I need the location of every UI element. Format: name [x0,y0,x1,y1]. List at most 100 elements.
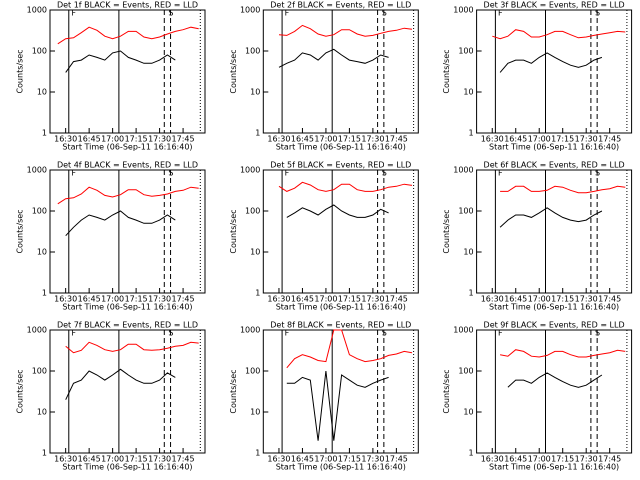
series-line [499,52,603,73]
plot-frame [262,329,419,454]
annotation: F [71,9,76,18]
chart-title: Det 1f BLACK = Events, RED = LLD [57,1,198,10]
chart-title: Det 4f BLACK = Events, RED = LLD [57,161,198,170]
x-tick-label: 17:45 [172,295,195,304]
series-line [57,186,199,205]
y-tick-label: 1000 [453,166,473,175]
annotation: F [285,9,290,18]
y-tick-label: 10 [250,88,260,97]
annotation: F [71,329,76,338]
chart-title: Det 7f BLACK = Events, RED = LLD [57,321,198,330]
annotation: F [498,329,503,338]
x-axis-label: Start Time (06-Sep-11 16:16:40) [62,143,192,152]
y-axis-label: Counts/sec [229,209,238,253]
x-axis-label: Start Time (06-Sep-11 16:16:40) [489,143,619,152]
y-tick-label: 1 [255,129,260,138]
x-tick-label: 17:00 [314,295,337,304]
chart-title: Det 2f BLACK = Events, RED = LLD [270,1,411,10]
series-line [278,48,389,68]
y-tick-label: 1000 [27,326,47,335]
x-tick-label: 17:30 [575,295,598,304]
y-tick-label: 10 [463,88,473,97]
x-axis-label: Start Time (06-Sep-11 16:16:40) [276,303,406,312]
y-tick-label: 10 [463,248,473,257]
x-tick-label: 16:30 [54,295,77,304]
series-line [286,204,389,218]
x-tick-label: 17:30 [148,135,171,144]
series-line [507,372,603,388]
x-tick-label: 17:15 [125,295,148,304]
x-tick-label: 16:30 [267,295,290,304]
y-tick-label: 100 [458,47,473,56]
annotation: F [71,169,76,178]
y-tick-label: 1000 [453,6,473,15]
x-tick-label: 16:30 [54,455,77,464]
series-line [286,329,413,369]
plot-frame [476,329,633,454]
y-tick-label: 100 [245,47,260,56]
x-tick-label: 17:45 [598,295,621,304]
x-tick-label: 17:15 [551,295,574,304]
annotation: S [168,169,173,178]
y-axis-label: Counts/sec [442,209,451,253]
x-tick-label: 16:45 [78,455,101,464]
x-tick-label: 17:30 [361,295,384,304]
x-tick-label: 16:45 [504,455,527,464]
plot-frame [49,9,206,134]
x-tick-label: 17:45 [385,455,408,464]
y-axis-label: Counts/sec [442,49,451,93]
x-tick-label: 16:30 [481,135,504,144]
y-tick-label: 10 [463,408,473,417]
x-tick-label: 17:15 [338,135,361,144]
x-tick-label: 17:15 [338,295,361,304]
y-axis-label: Counts/sec [442,369,451,413]
x-tick-label: 17:15 [551,455,574,464]
y-tick-label: 10 [37,88,47,97]
y-tick-label: 100 [32,47,47,56]
series-line [500,185,626,194]
x-tick-label: 17:45 [598,455,621,464]
plot-frame [49,329,206,454]
y-tick-label: 1 [255,289,260,298]
x-tick-label: 17:45 [598,135,621,144]
x-axis-label: Start Time (06-Sep-11 16:16:40) [489,303,619,312]
x-tick-label: 17:15 [125,135,148,144]
y-tick-label: 1000 [27,6,47,15]
x-tick-label: 17:00 [314,135,337,144]
y-tick-label: 1000 [453,326,473,335]
series-line [65,368,176,400]
y-tick-label: 100 [458,207,473,216]
annotation: S [168,9,173,18]
x-axis-label: Start Time (06-Sep-11 16:16:40) [62,303,192,312]
x-tick-label: 17:00 [314,455,337,464]
y-tick-label: 1 [469,289,474,298]
x-tick-label: 16:45 [78,295,101,304]
annotation: S [168,329,173,338]
chart-title: Det 3f BLACK = Events, RED = LLD [484,1,625,10]
x-tick-label: 17:15 [338,455,361,464]
y-axis-label: Counts/sec [229,49,238,93]
y-tick-label: 10 [37,248,47,257]
x-tick-label: 16:30 [54,135,77,144]
x-tick-label: 16:45 [504,295,527,304]
x-tick-label: 17:30 [575,455,598,464]
x-tick-label: 17:00 [101,455,124,464]
y-tick-label: 1 [42,449,47,458]
x-tick-label: 17:00 [528,295,551,304]
x-tick-label: 16:30 [481,455,504,464]
annotation: F [285,169,290,178]
series-line [286,370,389,441]
series-line [500,349,626,358]
y-tick-label: 100 [32,207,47,216]
chart-title: Det 9f BLACK = Events, RED = LLD [484,321,625,330]
y-tick-label: 1 [469,449,474,458]
y-tick-label: 10 [37,408,47,417]
x-tick-label: 16:45 [504,135,527,144]
chart-title: Det 5f BLACK = Events, RED = LLD [270,161,411,170]
y-tick-label: 1000 [27,166,47,175]
annotation: S [595,329,600,338]
chart-title: Det 6f BLACK = Events, RED = LLD [484,161,625,170]
series-line [65,210,176,237]
x-tick-label: 16:45 [291,135,314,144]
